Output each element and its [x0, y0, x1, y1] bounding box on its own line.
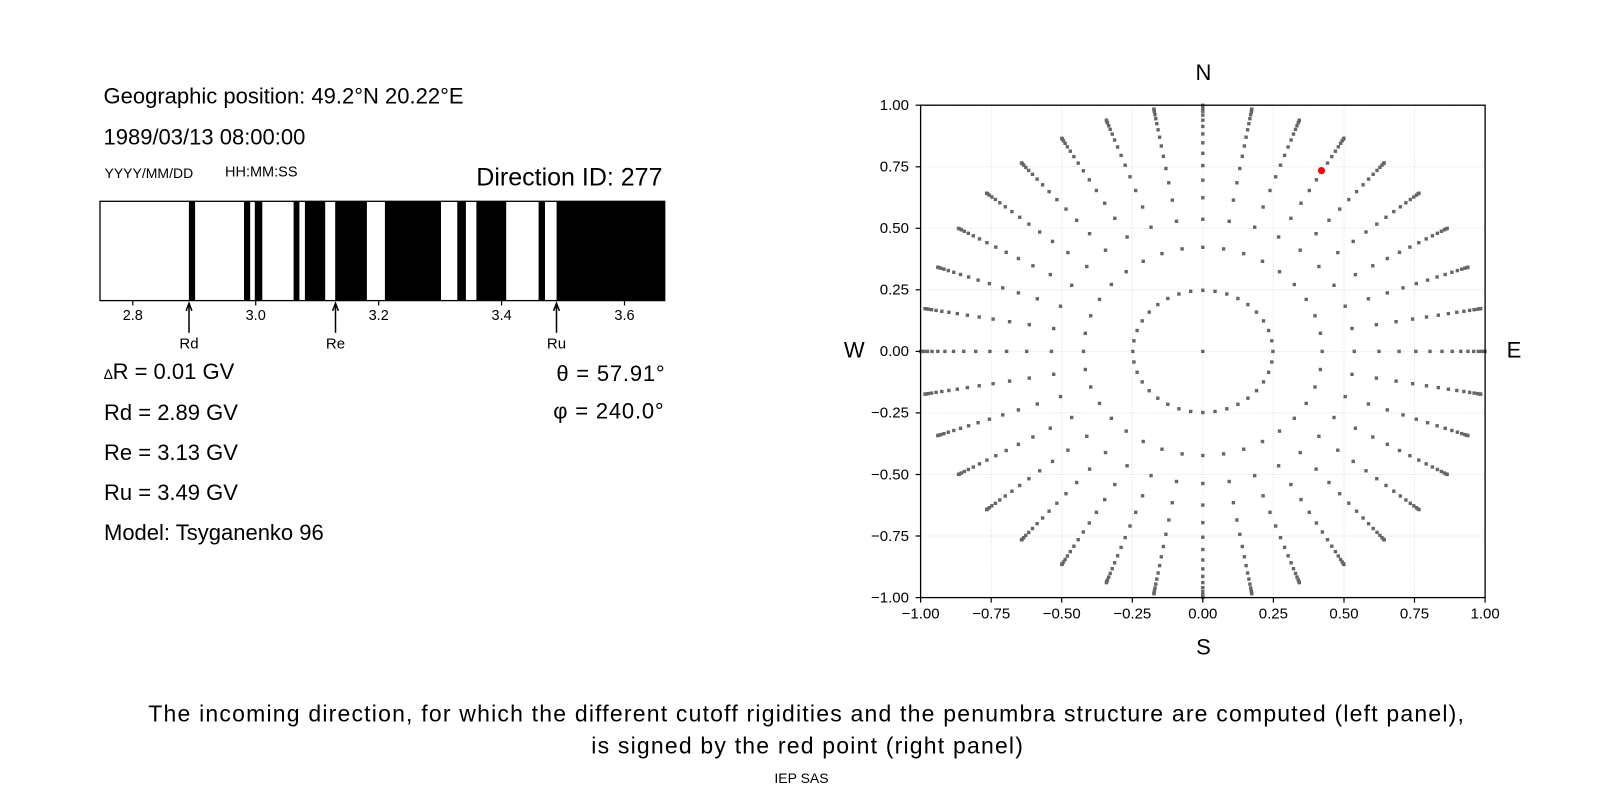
svg-text:0.25: 0.25: [1259, 605, 1288, 622]
svg-text:The incoming direction, for wh: The incoming direction, for which the di…: [148, 700, 1465, 726]
svg-text:0.75: 0.75: [880, 159, 909, 176]
svg-text:1.00: 1.00: [1470, 605, 1499, 622]
svg-text:−0.25: −0.25: [871, 405, 909, 422]
svg-text:Re: Re: [326, 336, 345, 353]
svg-text:Direction ID: 277: Direction ID: 277: [476, 164, 662, 192]
svg-text:Rd: Rd: [179, 336, 198, 353]
svg-text:0.50: 0.50: [880, 220, 909, 237]
svg-text:−0.25: −0.25: [1113, 605, 1151, 622]
svg-text:0.75: 0.75: [1400, 605, 1429, 622]
svg-text:−1.00: −1.00: [902, 605, 940, 622]
svg-text:0.00: 0.00: [880, 343, 909, 360]
svg-text:∆R = 0.01 GV: ∆R = 0.01 GV: [104, 359, 235, 384]
svg-text:3.4: 3.4: [492, 308, 512, 324]
svg-text:θ = 57.91°: θ = 57.91°: [556, 361, 665, 386]
svg-text:3.2: 3.2: [369, 308, 389, 324]
svg-text:W: W: [844, 338, 865, 363]
svg-text:0.00: 0.00: [1188, 605, 1217, 622]
svg-text:Re = 3.13 GV: Re = 3.13 GV: [104, 440, 238, 465]
svg-text:is signed by the red point (ri: is signed by the red point (right panel): [591, 732, 1024, 758]
svg-text:0.50: 0.50: [1329, 605, 1358, 622]
svg-text:E: E: [1507, 337, 1522, 362]
svg-text:−0.50: −0.50: [1043, 605, 1081, 622]
svg-text:N: N: [1196, 60, 1212, 85]
svg-text:Ru: Ru: [547, 336, 566, 353]
svg-text:S: S: [1196, 635, 1211, 660]
svg-text:1.00: 1.00: [880, 97, 909, 114]
svg-text:2.8: 2.8: [123, 308, 143, 324]
svg-text:−0.50: −0.50: [871, 466, 909, 483]
svg-text:0.25: 0.25: [880, 282, 909, 299]
svg-text:3.6: 3.6: [614, 308, 634, 324]
svg-text:Rd = 2.89 GV: Rd = 2.89 GV: [104, 400, 238, 425]
svg-text:−1.00: −1.00: [871, 589, 909, 606]
svg-text:1989/03/13 08:00:00: 1989/03/13 08:00:00: [104, 125, 306, 150]
svg-text:3.0: 3.0: [246, 308, 266, 324]
svg-text:φ = 240.0°: φ = 240.0°: [553, 399, 664, 424]
svg-text:HH:MM:SS: HH:MM:SS: [225, 165, 298, 181]
svg-text:−0.75: −0.75: [972, 605, 1010, 622]
svg-text:Model: Tsyganenko 96: Model: Tsyganenko 96: [104, 520, 324, 545]
svg-text:Geographic position: 49.2°N 20: Geographic position: 49.2°N 20.22°E: [104, 84, 464, 109]
svg-text:Ru = 3.49 GV: Ru = 3.49 GV: [104, 480, 238, 505]
svg-text:YYYY/MM/DD: YYYY/MM/DD: [105, 165, 194, 181]
svg-text:IEP SAS: IEP SAS: [774, 770, 828, 786]
svg-text:−0.75: −0.75: [871, 528, 909, 545]
